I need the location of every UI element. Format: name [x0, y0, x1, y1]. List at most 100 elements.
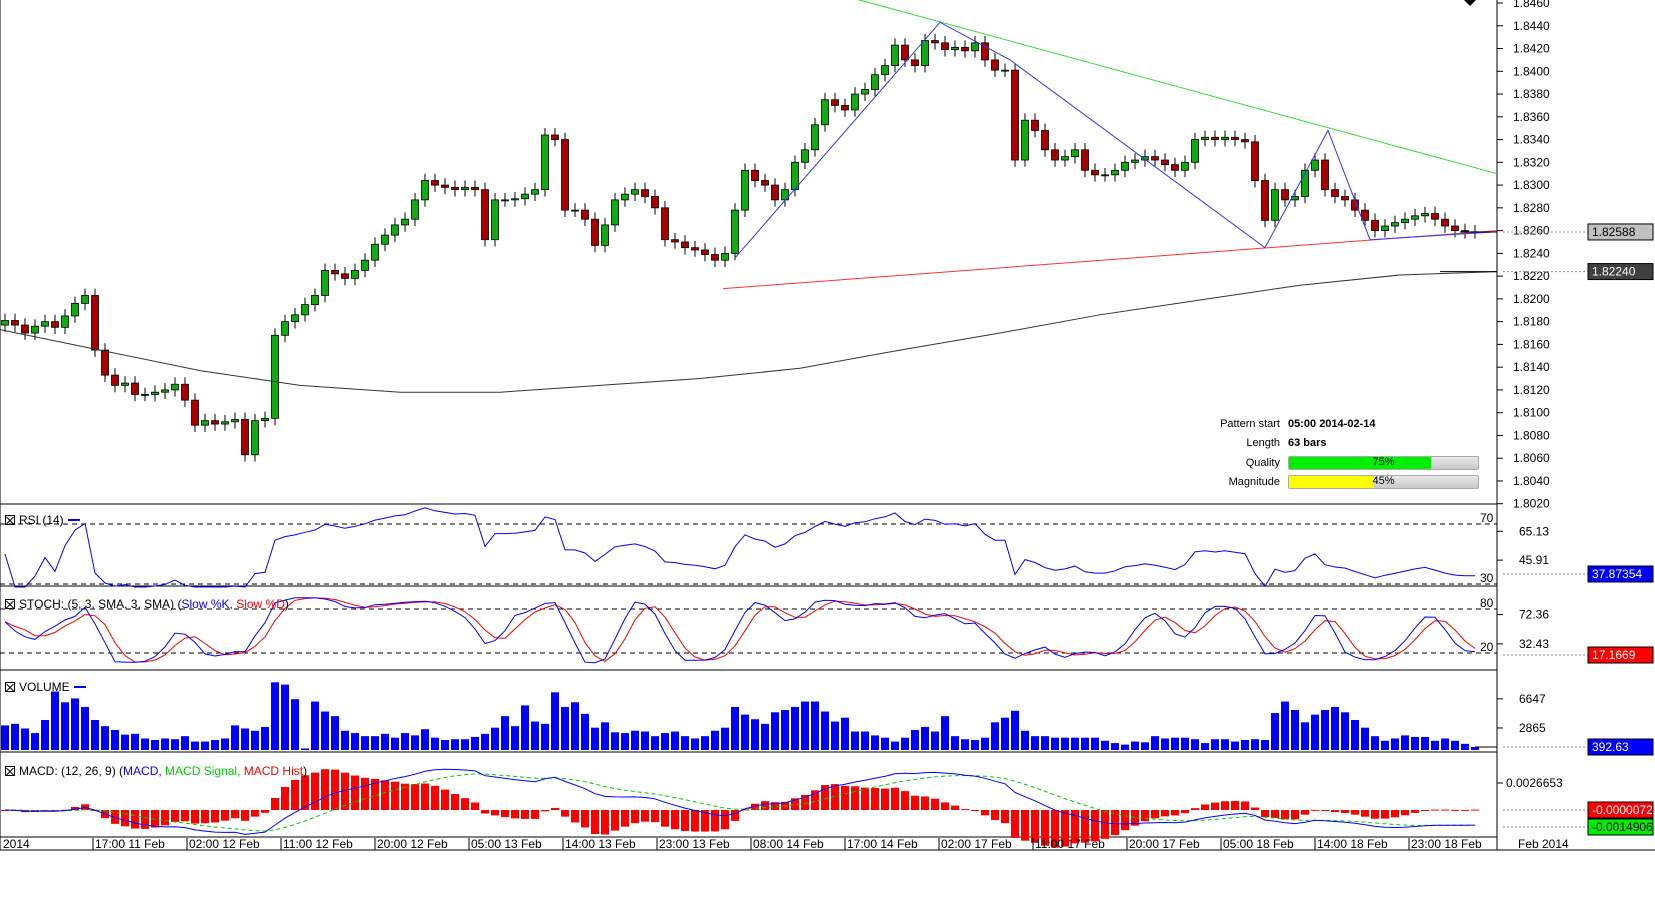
macd-hist-bar: [671, 810, 679, 830]
macd-hist-bar: [861, 787, 869, 810]
volume-bar: [1191, 739, 1199, 750]
time-axis-label: 02:00 12 Feb: [189, 837, 260, 851]
macd-hist-bar: [1081, 810, 1089, 843]
bearish-candle: [331, 270, 339, 275]
macd-hist-bar: [1431, 809, 1439, 811]
time-axis-label: 17:00 14 Feb: [847, 837, 918, 851]
bearish-candle: [931, 40, 939, 44]
bullish-candle: [1311, 159, 1319, 171]
macd-hist-bar: [1061, 810, 1069, 847]
macd-hist-bar: [631, 810, 639, 824]
bullish-candle: [391, 224, 399, 236]
volume-bar: [901, 737, 909, 750]
quality-label: Quality: [1245, 456, 1280, 469]
volume-bar: [451, 739, 459, 750]
rsi-current-label: 37.87354: [1592, 567, 1642, 581]
volume-bar: [221, 738, 229, 750]
close-panel-icon[interactable]: [5, 682, 15, 692]
stoch-level-label: 20: [1480, 640, 1494, 654]
bullish-candle: [461, 186, 469, 191]
volume-bar: [1241, 740, 1249, 750]
macd-hist-bar: [1361, 810, 1369, 817]
macd-hist-bar: [41, 810, 49, 812]
volume-bar: [1131, 741, 1139, 750]
macd-hist-bar: [1201, 804, 1209, 810]
volume-bar: [11, 723, 19, 750]
volume-bar: [941, 716, 949, 750]
volume-bar: [701, 736, 709, 750]
macd-hist-bar: [181, 810, 189, 822]
price-tick-label: 1.8200: [1513, 292, 1550, 306]
bearish-candle: [561, 139, 569, 211]
macd-hist-bar: [141, 810, 149, 829]
close-panel-icon[interactable]: [5, 599, 15, 609]
close-panel-icon[interactable]: [5, 766, 15, 776]
bearish-candle: [701, 249, 709, 255]
bearish-candle: [441, 184, 449, 188]
bullish-candle: [811, 124, 819, 151]
time-axis-start-label: 2014: [3, 837, 30, 851]
stoch-tick-label: 72.36: [1519, 608, 1549, 622]
ma-price-box: [1587, 263, 1654, 281]
volume-bar: [1291, 710, 1299, 750]
bearish-candle: [471, 186, 479, 191]
bullish-candle: [401, 218, 409, 226]
magnitude-text: 45%: [1372, 475, 1395, 488]
volume-bar: [751, 719, 759, 750]
price-tick-label: 1.8040: [1513, 474, 1550, 488]
bullish-candle: [971, 42, 979, 52]
candles: [1, 33, 1479, 462]
volume-bar: [291, 699, 299, 750]
volume-bar: [991, 722, 999, 750]
bearish-candle: [1031, 119, 1039, 131]
macd-hist-bar: [321, 769, 329, 810]
macd-hist-bar: [1441, 809, 1449, 811]
volume-bar: [1321, 710, 1329, 750]
close-panel-icon[interactable]: [5, 515, 15, 525]
macd-hist-bar: [1071, 810, 1079, 844]
bearish-candle: [1051, 149, 1059, 161]
volume-bar: [431, 737, 439, 750]
macd-hist-bar: [1021, 810, 1029, 841]
volume-bar: [481, 733, 489, 750]
macd-hist-bar: [851, 786, 859, 810]
current-price-label: 1.82588: [1592, 225, 1636, 239]
macd-hist-label: MACD Hist: [243, 764, 304, 778]
volume-bar: [1201, 743, 1209, 750]
bullish-candle: [881, 65, 889, 76]
bullish-candle: [741, 169, 749, 211]
macd-hist-bar: [691, 810, 699, 832]
support-line: [722, 230, 1498, 290]
volume-bar: [1211, 739, 1219, 750]
volume-bar: [1401, 735, 1409, 750]
bearish-candle: [691, 247, 699, 251]
time-axis-label: 11:00 12 Feb: [283, 837, 353, 851]
bullish-candle: [631, 189, 639, 195]
bullish-candle: [851, 93, 859, 111]
bearish-candle: [841, 105, 849, 111]
price-tick-label: 1.8360: [1513, 110, 1550, 124]
volume-bar: [1001, 717, 1009, 750]
volume-bar: [281, 684, 289, 750]
macd-hist-bar: [281, 786, 289, 810]
macd-hist-bar: [931, 798, 939, 810]
macd-hist-bar: [651, 810, 659, 823]
bearish-candle: [341, 273, 349, 279]
macd-hist-bar: [971, 810, 979, 811]
volume-bar: [681, 736, 689, 750]
bullish-candle: [291, 314, 299, 323]
macd-hist-bar: [1271, 810, 1279, 819]
bullish-candle: [361, 259, 369, 271]
volume-bar: [1161, 738, 1169, 750]
macd-hist-bar: [601, 810, 609, 835]
bullish-candle: [1071, 149, 1079, 158]
scroll-marker-icon[interactable]: [1464, 0, 1476, 6]
macd-hist-bar: [1281, 810, 1289, 820]
volume-bar: [1441, 738, 1449, 750]
bullish-candle: [511, 198, 519, 201]
bearish-candle: [191, 399, 199, 426]
stoch-sep: ,: [229, 597, 237, 611]
bullish-candle: [531, 189, 539, 195]
macd-hist-bar: [821, 785, 829, 810]
